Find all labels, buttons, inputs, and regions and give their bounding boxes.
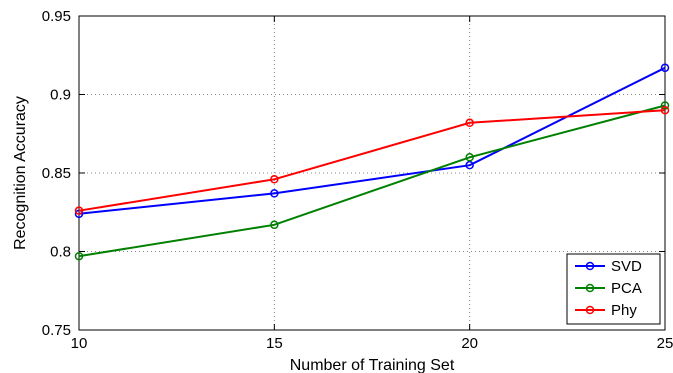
- grid: [79, 16, 665, 330]
- y-tick-label: 0.85: [42, 165, 71, 182]
- data-point-pca: [660, 101, 670, 110]
- y-tick-label: 0.9: [50, 87, 71, 104]
- x-tick-label: 15: [266, 335, 283, 352]
- legend-marker-phy: [585, 305, 595, 315]
- x-tick-label: 25: [657, 335, 673, 352]
- y-tick-label: 0.8: [50, 244, 71, 261]
- legend-label-svd: SVD: [611, 258, 642, 275]
- data-point-svd: [660, 63, 670, 73]
- data-point-phy: [74, 206, 84, 215]
- y-axis-title: Recognition Accuracy: [12, 96, 29, 250]
- legend-label-pca: PCA: [611, 280, 642, 297]
- legend-marker-svd: [585, 261, 595, 271]
- data-point-phy: [465, 118, 474, 128]
- data-point-pca: [270, 220, 279, 230]
- data-point-phy: [270, 175, 279, 184]
- x-axis-title: Number of Training Set: [290, 357, 455, 373]
- data-point-svd: [270, 189, 279, 198]
- legend-marker-pca: [585, 283, 595, 293]
- series-lines: [74, 63, 670, 261]
- series-line-pca: [78, 104, 666, 258]
- data-point-phy: [660, 105, 670, 115]
- legend: SVD PCA Phy: [566, 253, 661, 325]
- y-tick-label: 0.95: [42, 8, 71, 25]
- y-tick-label: 0.75: [42, 322, 71, 339]
- x-tick-label: 10: [71, 335, 88, 352]
- data-point-svd: [465, 160, 474, 170]
- legend-label-phy: Phy: [611, 302, 637, 319]
- data-point-pca: [74, 251, 84, 261]
- data-point-pca: [465, 153, 474, 162]
- series-line-phy: [78, 109, 666, 212]
- x-tick-label: 20: [461, 335, 478, 352]
- axis-ticks: 10 15 20 25 0.75 0.8 0.85 0.9 0.95: [42, 8, 673, 352]
